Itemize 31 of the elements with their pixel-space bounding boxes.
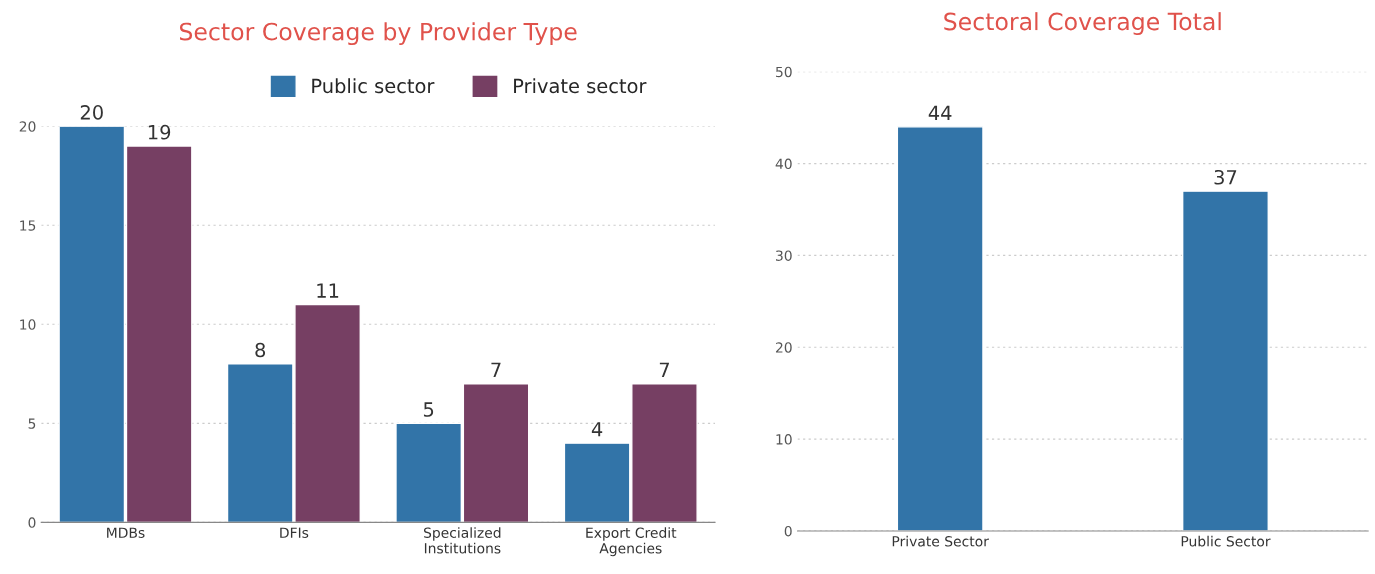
y-tick-label: 15 bbox=[20, 220, 36, 231]
y-tick-label: 10 bbox=[20, 319, 36, 330]
x-tick-label: MDBs bbox=[107, 527, 145, 538]
y-tick-label: 50 bbox=[776, 66, 792, 78]
y-tick-label: 0 bbox=[784, 525, 792, 537]
y-tick-label: 10 bbox=[776, 434, 792, 445]
data-label: 44 bbox=[928, 105, 952, 121]
data-label: 20 bbox=[80, 105, 103, 120]
data-label: 8 bbox=[255, 342, 266, 358]
chart-title: Sectoral Coverage Total bbox=[944, 12, 1221, 35]
legend-label: Private sector bbox=[514, 78, 647, 94]
data-label: 4 bbox=[591, 422, 603, 437]
x-tick-label: Private Sector bbox=[892, 535, 989, 547]
x-tick-label: Specialized Institutions bbox=[423, 527, 501, 554]
y-tick-label: 0 bbox=[28, 517, 36, 528]
x-tick-label: DFIs bbox=[280, 527, 309, 538]
data-label: 5 bbox=[423, 402, 434, 417]
chart-title: Sector Coverage by Provider Type bbox=[179, 22, 577, 46]
x-tick-label: Export Credit Agencies bbox=[586, 527, 677, 557]
y-tick-label: 20 bbox=[19, 121, 36, 132]
data-label: 19 bbox=[148, 124, 171, 140]
data-label: 7 bbox=[491, 362, 501, 377]
y-tick-label: 20 bbox=[775, 342, 792, 353]
legend-label: Public sector bbox=[312, 78, 435, 94]
data-label: 37 bbox=[1214, 169, 1237, 185]
data-label: 7 bbox=[659, 362, 669, 377]
y-tick-label: 40 bbox=[775, 158, 792, 170]
data-label: 11 bbox=[317, 283, 339, 298]
y-tick-label: 5 bbox=[28, 418, 36, 429]
y-tick-label: 30 bbox=[776, 250, 792, 261]
x-tick-label: Public Sector bbox=[1181, 535, 1271, 547]
